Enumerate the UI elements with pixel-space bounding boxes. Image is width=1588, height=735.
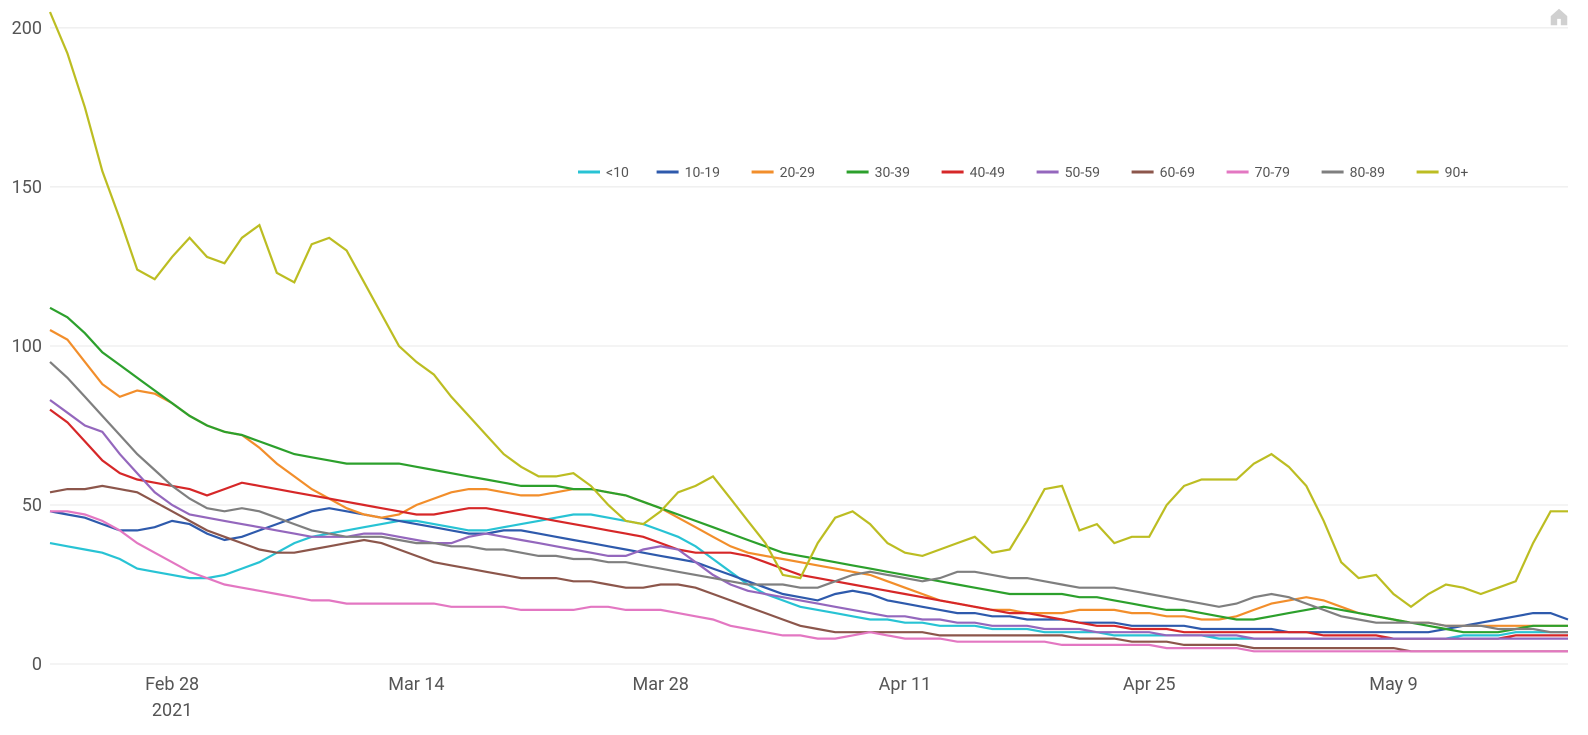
x-tick-label: Apr 25 [1123, 674, 1176, 695]
series-line [50, 330, 1568, 626]
series-line [50, 308, 1568, 632]
home-icon[interactable] [1548, 6, 1570, 28]
legend-label[interactable]: 50-59 [1065, 165, 1100, 181]
y-tick-label: 150 [12, 177, 42, 198]
series-line [50, 362, 1568, 632]
legend-label[interactable]: 70-79 [1255, 165, 1290, 181]
y-tick-label: 200 [12, 18, 42, 39]
series-line [50, 511, 1568, 651]
legend-label[interactable]: 30-39 [875, 165, 910, 181]
legend-label[interactable]: 20-29 [780, 165, 815, 181]
series-line [50, 508, 1568, 632]
series-line [50, 486, 1568, 651]
chart-svg: 0 50 100 150 200 Feb 28 Mar 14 Mar 28 Apr 11 Apr … [0, 0, 1588, 735]
legend-label[interactable]: <10 [606, 165, 629, 181]
x-tick-label: Apr 11 [879, 674, 932, 695]
x-tick-label: May 9 [1369, 674, 1417, 695]
legend-label[interactable]: 10-19 [685, 165, 720, 181]
x-tick-label: Feb 28 [145, 674, 199, 695]
legend-label[interactable]: 40-49 [970, 165, 1005, 181]
y-tick-label: 50 [22, 495, 42, 516]
legend-label[interactable]: 90+ [1445, 165, 1469, 181]
legend-label[interactable]: 60-69 [1160, 165, 1195, 181]
legend-label[interactable]: 80-89 [1350, 165, 1385, 181]
line-chart: 0 50 100 150 200 Feb 28 Mar 14 Mar 28 Apr 11 Apr … [0, 0, 1588, 735]
y-tick-label: 100 [12, 336, 42, 357]
x-secondary-label: 2021 [152, 700, 192, 721]
x-tick-label: Mar 14 [388, 674, 444, 695]
y-tick-label: 0 [32, 654, 42, 675]
x-tick-label: Mar 28 [633, 674, 689, 695]
series-line [50, 400, 1568, 639]
